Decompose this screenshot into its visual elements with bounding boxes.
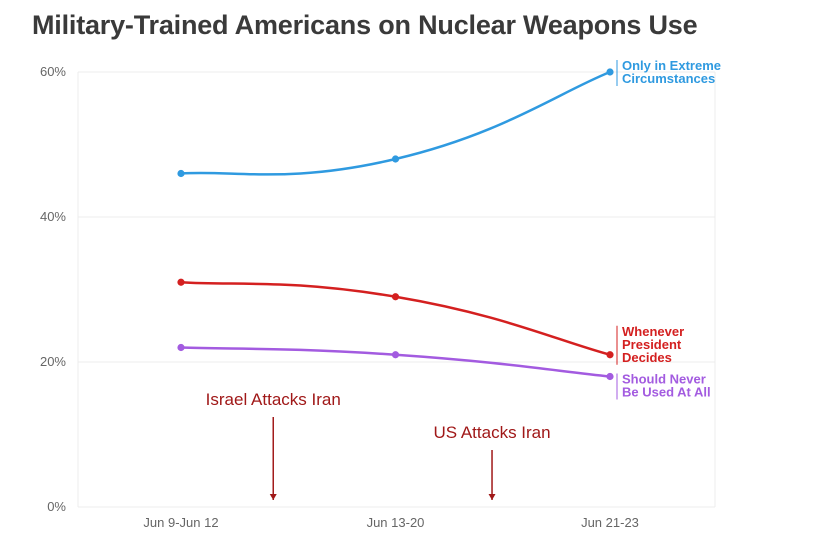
event-annotation-label: Israel Attacks Iran <box>206 390 341 409</box>
data-point <box>177 343 185 352</box>
series-label: Should Never Be Used At All <box>622 372 711 400</box>
series-label: Whenever President Decides <box>622 324 684 365</box>
data-point <box>606 68 614 76</box>
series-line <box>179 281 612 356</box>
y-tick-label: 40% <box>40 209 66 224</box>
data-point <box>177 169 185 178</box>
event-annotation-label: US Attacks Iran <box>433 423 550 442</box>
event-arrow-head <box>488 494 496 500</box>
event-arrow-head <box>269 494 277 500</box>
data-point <box>606 351 614 359</box>
data-point <box>391 351 400 359</box>
x-tick-label: Jun 9-Jun 12 <box>143 515 218 530</box>
data-point <box>391 293 400 301</box>
data-point <box>391 155 400 163</box>
y-tick-label: 20% <box>40 354 66 369</box>
data-point <box>177 278 185 286</box>
y-tick-label: 0% <box>47 499 66 514</box>
x-tick-label: Jun 13-20 <box>367 515 425 530</box>
series-label: Only in Extreme Circumstances <box>622 58 721 86</box>
x-tick-label: Jun 21-23 <box>581 515 639 530</box>
data-point <box>606 372 614 381</box>
chart-title: Military-Trained Americans on Nuclear We… <box>32 10 698 40</box>
y-tick-label: 60% <box>40 64 66 79</box>
